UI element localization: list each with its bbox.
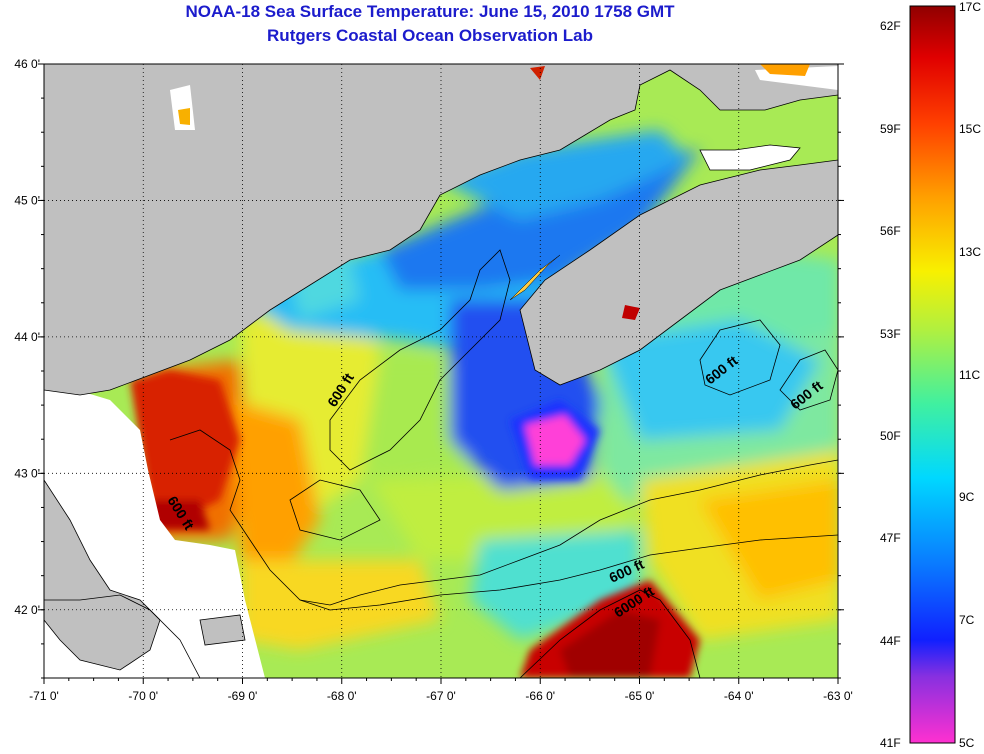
graticule <box>44 64 838 678</box>
lat-tick-label: 42 0' <box>14 603 40 617</box>
colorbar-celsius-label: 11C <box>959 367 981 382</box>
lon-tick-label: -67 0' <box>426 689 456 703</box>
colorbar-fahrenheit-label: 44F <box>880 633 901 648</box>
map-area <box>44 64 838 678</box>
colorbar-fahrenheit-label: 53F <box>880 326 901 341</box>
colorbar-celsius-label: 17C <box>959 0 982 14</box>
lon-tick-label: -68 0' <box>327 689 357 703</box>
colorbar-fahrenheit-label: 59F <box>880 121 901 136</box>
colorbar-celsius-label: 13C <box>959 244 982 259</box>
colorbar-fahrenheit-label: 62F <box>880 19 901 34</box>
colorbar-fahrenheit-label: 41F <box>880 736 901 750</box>
depth-contours <box>44 249 838 678</box>
lon-tick-label: -65 0' <box>625 689 655 703</box>
colorbar-fahrenheit-label: 47F <box>880 531 901 546</box>
lon-tick-label: -64 0' <box>724 689 754 703</box>
lon-tick-label: -63 0' <box>823 689 853 703</box>
map-title: NOAA-18 Sea Surface Temperature: June 15… <box>185 2 675 21</box>
lon-tick-label: -69 0' <box>228 689 258 703</box>
longitude-ticks: -71 0' -70 0' -69 0' -68 0' -67 0' -66 0' -65 … <box>29 678 853 703</box>
colorbar-celsius-label: 9C <box>959 490 975 505</box>
lon-tick-label: -71 0' <box>29 689 59 703</box>
lat-tick-label: 46 0' <box>14 57 40 71</box>
colorbar-celsius-label: 5C <box>959 736 975 750</box>
latitude-ticks: 46 0' 45 0' 44 0' 43 0' 42 0' <box>14 57 844 679</box>
colorbar-celsius-label: 15C <box>959 121 982 136</box>
lon-tick-label: -66 0' <box>525 689 555 703</box>
colorbar <box>909 5 956 744</box>
map-subtitle: Rutgers Coastal Ocean Observation Lab <box>267 26 593 45</box>
colorbar-fahrenheit-label: 50F <box>880 428 901 443</box>
colorbar-fahrenheit-label: 56F <box>880 224 901 239</box>
lon-tick-label: -70 0' <box>128 689 158 703</box>
lat-tick-label: 45 0' <box>14 193 40 207</box>
lat-tick-label: 44 0' <box>14 330 40 344</box>
lat-tick-label: 43 0' <box>14 466 40 480</box>
colorbar-celsius-label: 7C <box>959 613 975 628</box>
